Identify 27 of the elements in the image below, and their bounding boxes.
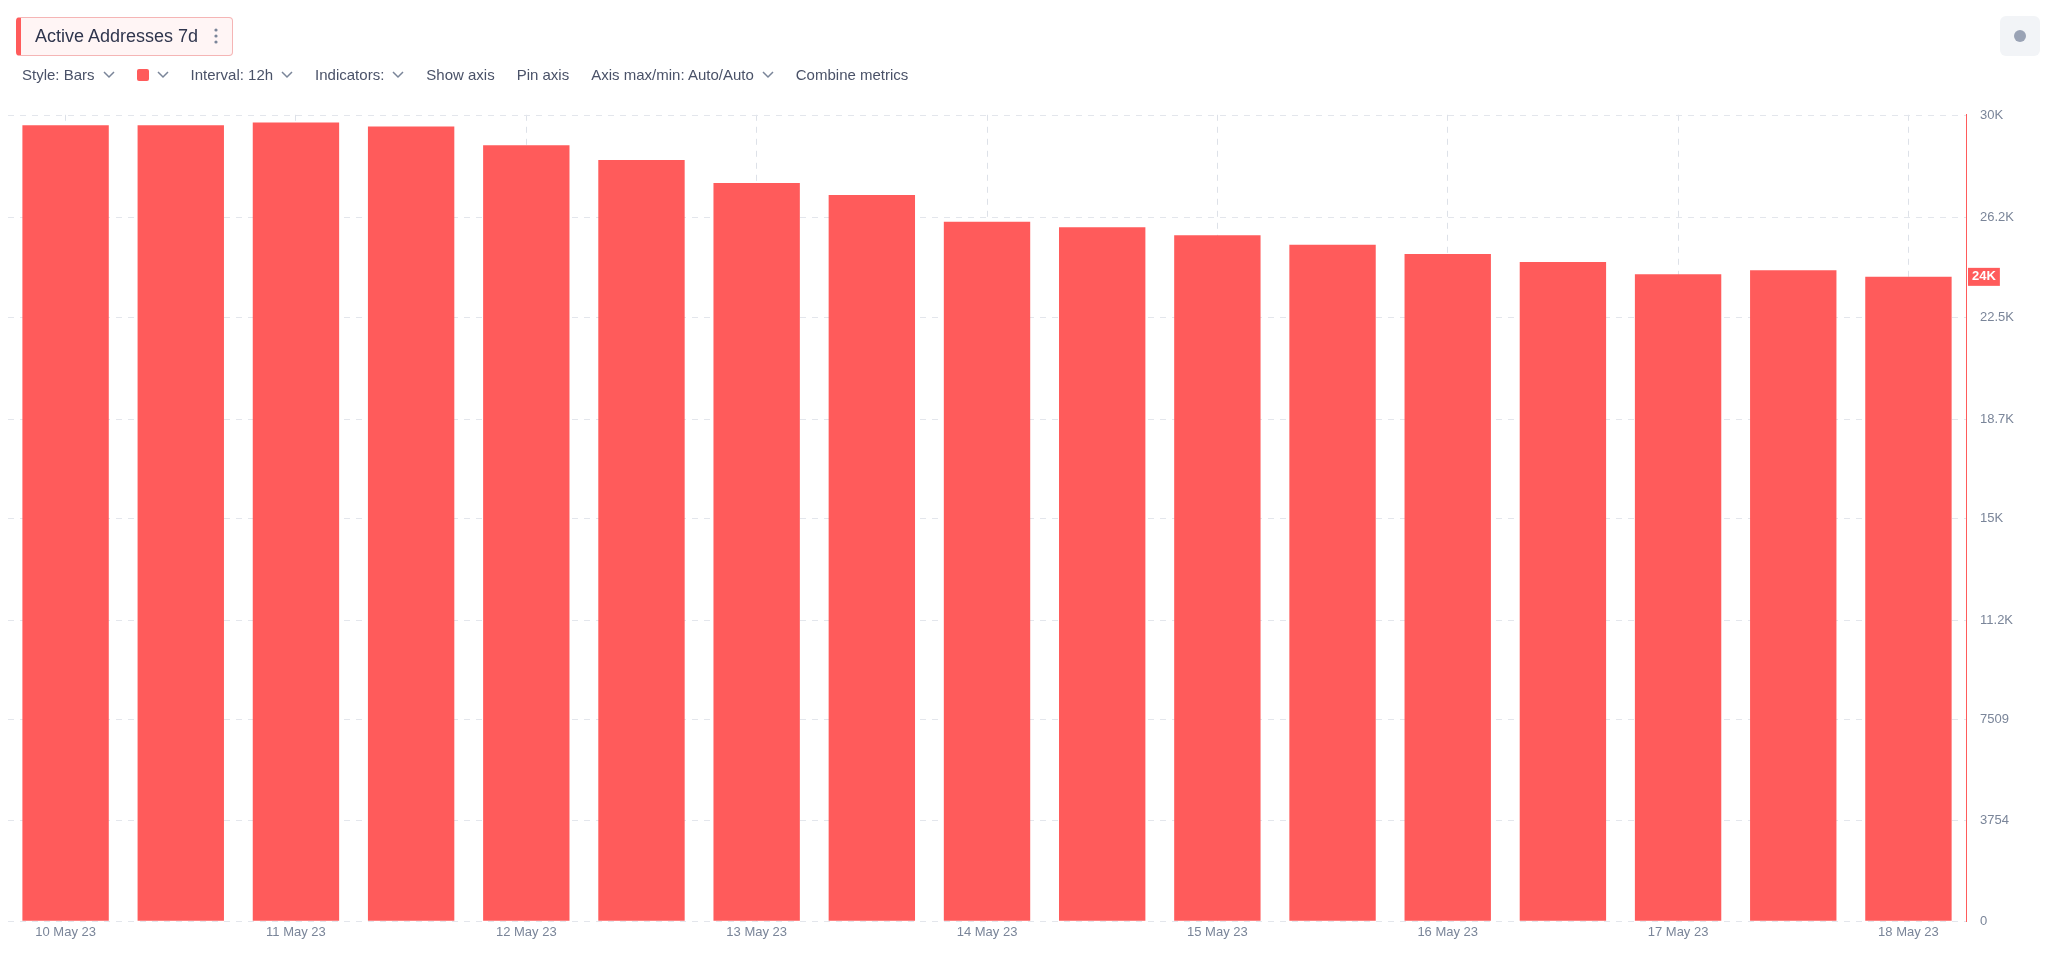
y-tick-label: 11.2K xyxy=(1980,612,2014,628)
x-tick-label: 16 May 23 xyxy=(1417,923,1479,939)
text: 24K xyxy=(1972,268,1997,284)
text: Axis max/min: Auto/Auto xyxy=(591,66,754,83)
text: Show axis xyxy=(426,66,495,83)
text: Pin axis xyxy=(516,66,570,83)
chart-title: Active Addresses 7d xyxy=(35,25,199,47)
x-tick-label: 10 May 23 xyxy=(35,923,96,939)
x-tick-label: 18 May 23 xyxy=(1878,923,1939,939)
y-tick-label: 3754 xyxy=(1980,811,2009,827)
text: Style: Bars xyxy=(22,66,95,83)
x-tick-label: 13 May 23 xyxy=(726,923,788,939)
y-tick-label: 26.2K xyxy=(1980,209,2015,225)
y-tick-label: 15K xyxy=(1980,510,2004,526)
y-tick-label: 30K xyxy=(1980,107,2004,123)
x-tick-label: 14 May 23 xyxy=(956,923,1018,939)
text: Interval: 12h xyxy=(190,66,274,83)
x-tick-label: 15 May 23 xyxy=(1187,923,1248,939)
x-tick-label: 12 May 23 xyxy=(495,923,557,939)
y-tick-label: 18.7K xyxy=(1980,410,2015,426)
y-tick-label: 0 xyxy=(1980,912,1988,928)
x-tick-label: 11 May 23 xyxy=(266,923,326,939)
y-tick-label: 7509 xyxy=(1980,711,2009,727)
x-tick-label: 17 May 23 xyxy=(1647,923,1709,939)
text: Combine metrics xyxy=(795,66,909,83)
text: Indicators: xyxy=(315,66,385,83)
y-tick-label: 22.5K xyxy=(1980,308,2015,324)
